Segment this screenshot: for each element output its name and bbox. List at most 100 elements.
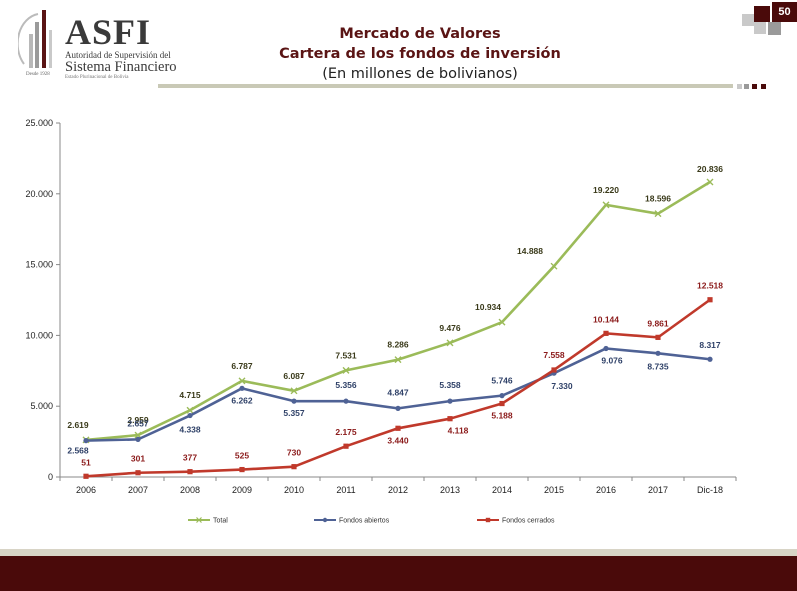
units-label: (En millones de bolivianos) bbox=[322, 66, 518, 82]
data-point-abiertos bbox=[707, 356, 713, 362]
logo-subtitle-2: Sistema Financiero bbox=[65, 59, 177, 75]
data-label-cerrados: 51 bbox=[81, 457, 91, 467]
x-tick-label: 2017 bbox=[648, 485, 668, 495]
data-point-abiertos bbox=[655, 350, 661, 356]
data-point-total bbox=[550, 262, 558, 270]
data-label-abiertos: 8.735 bbox=[647, 361, 669, 371]
data-point-abiertos bbox=[343, 398, 349, 404]
x-tick-label: 2006 bbox=[76, 485, 96, 495]
decor-square bbox=[737, 84, 742, 89]
data-point-abiertos bbox=[499, 393, 505, 399]
data-label-total: 6.087 bbox=[283, 371, 305, 381]
data-label-cerrados: 3.440 bbox=[387, 435, 409, 445]
y-tick-label: 5.000 bbox=[30, 401, 53, 411]
logo-wordmark: ASFI bbox=[65, 12, 152, 52]
data-label-abiertos: 4.338 bbox=[179, 425, 201, 435]
data-point-cerrados bbox=[499, 400, 505, 407]
data-point-abiertos bbox=[447, 398, 453, 404]
y-tick-label: 10.000 bbox=[25, 330, 53, 340]
data-label-total: 10.934 bbox=[475, 302, 501, 312]
data-point-cerrados bbox=[447, 416, 453, 422]
data-label-cerrados: 2.175 bbox=[335, 427, 357, 437]
data-label-cerrados: 9.861 bbox=[647, 318, 669, 328]
y-tick-label: 0 bbox=[48, 472, 53, 482]
data-label-cerrados: 301 bbox=[131, 454, 145, 464]
legend-marker-total bbox=[196, 517, 202, 523]
y-tick-label: 25.000 bbox=[25, 118, 53, 128]
decor-square bbox=[744, 84, 749, 89]
data-point-abiertos bbox=[135, 436, 141, 442]
data-label-total: 4.715 bbox=[179, 390, 201, 400]
data-label-abiertos: 6.262 bbox=[231, 395, 253, 405]
legend-marker-cerrados bbox=[485, 517, 491, 523]
page-number: 50 bbox=[772, 2, 797, 22]
data-label-total: 7.531 bbox=[335, 350, 357, 360]
data-point-total bbox=[654, 210, 662, 218]
data-label-total: 6.787 bbox=[231, 361, 253, 371]
data-point-cerrados bbox=[187, 469, 193, 475]
data-label-cerrados: 12.518 bbox=[697, 281, 723, 291]
data-point-abiertos bbox=[603, 345, 609, 352]
logo-subtitle-3: Estado Plurinacional de Bolivia bbox=[65, 75, 129, 80]
x-tick-label: 2013 bbox=[440, 485, 460, 495]
x-tick-label: 2015 bbox=[544, 485, 564, 495]
data-point-cerrados bbox=[707, 297, 713, 303]
data-point-abiertos bbox=[187, 412, 193, 419]
data-label-total: 18.596 bbox=[645, 194, 671, 204]
data-label-abiertos: 5.356 bbox=[335, 380, 357, 390]
data-point-total bbox=[186, 406, 194, 414]
decor-square bbox=[752, 84, 757, 89]
data-point-cerrados bbox=[135, 470, 141, 476]
data-label-abiertos: 5.357 bbox=[283, 408, 305, 418]
data-label-abiertos: 8.317 bbox=[699, 340, 721, 350]
legend-marker-abiertos bbox=[322, 517, 328, 523]
footer-strip bbox=[0, 549, 797, 556]
title-block: Mercado de Valores Cartera de los fondos… bbox=[220, 24, 620, 84]
data-label-cerrados: 525 bbox=[235, 451, 249, 461]
data-label-abiertos: 2.657 bbox=[127, 418, 149, 428]
decor-square bbox=[768, 22, 781, 35]
decor-square bbox=[754, 6, 770, 22]
data-point-cerrados bbox=[395, 425, 401, 431]
legend-label-total: Total bbox=[213, 518, 228, 525]
logo-year: Desde 1928 bbox=[26, 72, 50, 77]
x-tick-label: 2010 bbox=[284, 485, 304, 495]
data-point-total bbox=[602, 201, 610, 209]
data-point-total bbox=[706, 178, 714, 186]
logo-subtitle-1: Autoridad de Supervisión del bbox=[65, 50, 171, 60]
data-point-abiertos bbox=[291, 398, 297, 404]
data-point-cerrados bbox=[83, 473, 89, 479]
x-tick-label: Dic-18 bbox=[697, 485, 723, 495]
data-point-cerrados bbox=[551, 367, 557, 373]
page-subtitle: Cartera de los fondos de inversión bbox=[279, 46, 561, 62]
header-divider bbox=[158, 84, 733, 88]
data-label-total: 14.888 bbox=[517, 246, 543, 256]
data-label-cerrados: 4.118 bbox=[448, 426, 469, 436]
data-point-cerrados bbox=[239, 466, 245, 473]
data-label-total: 2.959 bbox=[127, 415, 149, 425]
data-label-total: 20.836 bbox=[697, 164, 723, 174]
data-label-abiertos: 7.330 bbox=[551, 381, 573, 391]
x-tick-label: 2011 bbox=[336, 485, 355, 495]
data-point-abiertos bbox=[83, 438, 89, 444]
x-tick-label: 2008 bbox=[180, 485, 200, 495]
data-label-abiertos: 4.847 bbox=[387, 387, 409, 397]
data-point-cerrados bbox=[655, 334, 661, 340]
data-label-abiertos: 9.076 bbox=[601, 355, 623, 365]
data-point-abiertos bbox=[395, 405, 401, 411]
x-tick-label: 2016 bbox=[596, 485, 616, 495]
y-tick-label: 15.000 bbox=[25, 260, 53, 270]
data-label-cerrados: 377 bbox=[183, 453, 197, 463]
data-label-cerrados: 7.558 bbox=[543, 350, 565, 360]
data-label-abiertos: 5.358 bbox=[439, 380, 461, 390]
legend-label-abiertos: Fondos abiertos bbox=[339, 518, 390, 525]
data-point-cerrados bbox=[291, 464, 297, 470]
data-point-abiertos bbox=[239, 385, 245, 391]
data-label-abiertos: 5.746 bbox=[491, 376, 513, 386]
x-tick-label: 2014 bbox=[492, 485, 512, 495]
data-label-cerrados: 5.188 bbox=[491, 411, 513, 421]
data-label-cerrados: 10.144 bbox=[593, 314, 619, 324]
data-point-total bbox=[394, 356, 402, 364]
decor-square bbox=[742, 14, 754, 26]
